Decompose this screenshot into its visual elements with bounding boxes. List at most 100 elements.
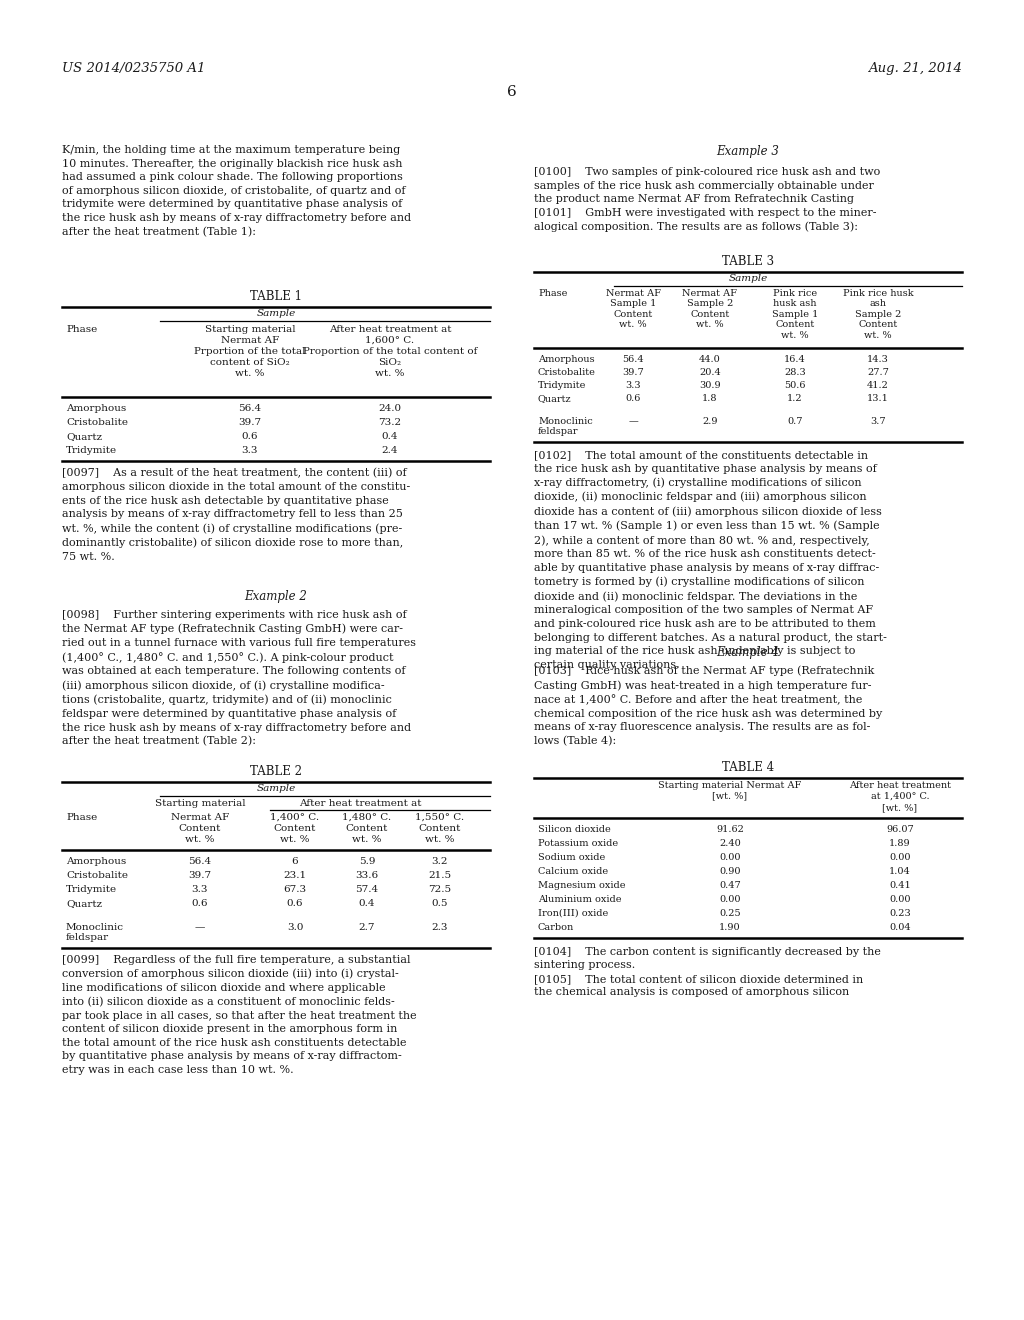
Text: 0.00: 0.00 <box>719 895 740 904</box>
Text: Starting material
Nermat AF
Prportion of the total
content of SiO₂
wt. %: Starting material Nermat AF Prportion of… <box>195 325 306 379</box>
Text: 1,480° C.
Content
wt. %: 1,480° C. Content wt. % <box>342 813 391 845</box>
Text: 1,400° C.
Content
wt. %: 1,400° C. Content wt. % <box>270 813 319 845</box>
Text: Aug. 21, 2014: Aug. 21, 2014 <box>868 62 962 75</box>
Text: 0.04: 0.04 <box>889 923 910 932</box>
Text: 0.6: 0.6 <box>287 899 303 908</box>
Text: 6: 6 <box>292 857 298 866</box>
Text: Amorphous: Amorphous <box>66 857 126 866</box>
Text: 39.7: 39.7 <box>239 418 261 426</box>
Text: 16.4: 16.4 <box>784 355 806 364</box>
Text: 41.2: 41.2 <box>867 381 889 389</box>
Text: Example 4: Example 4 <box>717 645 779 659</box>
Text: 1.89: 1.89 <box>889 838 910 847</box>
Text: Nermat AF
Sample 1
Content
wt. %: Nermat AF Sample 1 Content wt. % <box>605 289 660 329</box>
Text: TABLE 1: TABLE 1 <box>250 290 302 304</box>
Text: 3.7: 3.7 <box>870 417 886 426</box>
Text: 27.7: 27.7 <box>867 368 889 378</box>
Text: 1.8: 1.8 <box>702 393 718 403</box>
Text: 28.3: 28.3 <box>784 368 806 378</box>
Text: 50.6: 50.6 <box>784 381 806 389</box>
Text: 1,550° C.
Content
wt. %: 1,550° C. Content wt. % <box>416 813 465 845</box>
Text: Amorphous: Amorphous <box>538 355 595 364</box>
Text: Pink rice husk
ash
Sample 2
Content
wt. %: Pink rice husk ash Sample 2 Content wt. … <box>843 289 913 339</box>
Text: Potassium oxide: Potassium oxide <box>538 838 618 847</box>
Text: 0.23: 0.23 <box>889 908 911 917</box>
Text: 30.9: 30.9 <box>699 381 721 389</box>
Text: 13.1: 13.1 <box>867 393 889 403</box>
Text: 91.62: 91.62 <box>716 825 744 834</box>
Text: Nermat AF
Content
wt. %: Nermat AF Content wt. % <box>171 813 229 845</box>
Text: [0100]    Two samples of pink-coloured rice husk ash and two
samples of the rice: [0100] Two samples of pink-coloured rice… <box>534 168 881 232</box>
Text: [0103]    Rice husk ash of the Nermat AF type (Refratechnik
Casting GmbH) was he: [0103] Rice husk ash of the Nermat AF ty… <box>534 665 883 746</box>
Text: 96.07: 96.07 <box>886 825 913 834</box>
Text: 24.0: 24.0 <box>379 404 401 413</box>
Text: [0102]    The total amount of the constituents detectable in
the rice husk ash b: [0102] The total amount of the constitue… <box>534 450 887 669</box>
Text: [0104]    The carbon content is significantly decreased by the
sintering process: [0104] The carbon content is significant… <box>534 946 881 998</box>
Text: 0.6: 0.6 <box>191 899 208 908</box>
Text: 57.4: 57.4 <box>355 884 379 894</box>
Text: 1.2: 1.2 <box>787 393 803 403</box>
Text: Amorphous: Amorphous <box>66 404 126 413</box>
Text: Tridymite: Tridymite <box>66 884 117 894</box>
Text: 3.3: 3.3 <box>242 446 258 455</box>
Text: 0.6: 0.6 <box>626 393 641 403</box>
Text: 67.3: 67.3 <box>284 884 306 894</box>
Text: Phase: Phase <box>66 813 97 822</box>
Text: [0098]    Further sintering experiments with rice husk ash of
the Nermat AF type: [0098] Further sintering experiments wit… <box>62 610 416 747</box>
Text: Silicon dioxide: Silicon dioxide <box>538 825 610 834</box>
Text: K/min, the holding time at the maximum temperature being
10 minutes. Thereafter,: K/min, the holding time at the maximum t… <box>62 145 411 238</box>
Text: 0.00: 0.00 <box>889 895 910 904</box>
Text: 33.6: 33.6 <box>355 871 379 880</box>
Text: Calcium oxide: Calcium oxide <box>538 867 608 875</box>
Text: After heat treatment at
1,600° C.
Proportion of the total content of
SiO₂
wt. %: After heat treatment at 1,600° C. Propor… <box>303 325 477 379</box>
Text: Sample: Sample <box>256 784 296 793</box>
Text: 2.3: 2.3 <box>432 923 449 932</box>
Text: 14.3: 14.3 <box>867 355 889 364</box>
Text: 5.9: 5.9 <box>358 857 375 866</box>
Text: [0097]    As a result of the heat treatment, the content (iii) of
amorphous sili: [0097] As a result of the heat treatment… <box>62 469 411 561</box>
Text: Cristobalite: Cristobalite <box>66 418 128 426</box>
Text: 23.1: 23.1 <box>284 871 306 880</box>
Text: Carbon: Carbon <box>538 923 574 932</box>
Text: After heat treatment
at 1,400° C.
[wt. %]: After heat treatment at 1,400° C. [wt. %… <box>849 780 951 812</box>
Text: 0.41: 0.41 <box>889 880 911 890</box>
Text: 0.00: 0.00 <box>719 853 740 862</box>
Text: Sample: Sample <box>728 275 768 282</box>
Text: 1.90: 1.90 <box>719 923 740 932</box>
Text: Quartz: Quartz <box>66 899 102 908</box>
Text: Starting material Nermat AF
[wt. %]: Starting material Nermat AF [wt. %] <box>658 780 802 801</box>
Text: Monoclinic
feldspar: Monoclinic feldspar <box>66 923 124 942</box>
Text: 2.7: 2.7 <box>358 923 375 932</box>
Text: Starting material: Starting material <box>155 799 246 808</box>
Text: 21.5: 21.5 <box>428 871 452 880</box>
Text: Aluminium oxide: Aluminium oxide <box>538 895 622 904</box>
Text: Quartz: Quartz <box>538 393 571 403</box>
Text: Nermat AF
Sample 2
Content
wt. %: Nermat AF Sample 2 Content wt. % <box>683 289 737 329</box>
Text: Phase: Phase <box>538 289 567 298</box>
Text: 0.6: 0.6 <box>242 432 258 441</box>
Text: Sample: Sample <box>256 309 296 318</box>
Text: TABLE 3: TABLE 3 <box>722 255 774 268</box>
Text: 56.4: 56.4 <box>239 404 261 413</box>
Text: 0.25: 0.25 <box>719 908 740 917</box>
Text: 0.90: 0.90 <box>719 867 740 875</box>
Text: 0.00: 0.00 <box>889 853 910 862</box>
Text: 0.7: 0.7 <box>787 417 803 426</box>
Text: 56.4: 56.4 <box>623 355 644 364</box>
Text: Tridymite: Tridymite <box>66 446 117 455</box>
Text: Example 2: Example 2 <box>245 590 307 603</box>
Text: 2.9: 2.9 <box>702 417 718 426</box>
Text: 2.4: 2.4 <box>382 446 398 455</box>
Text: After heat treatment at: After heat treatment at <box>299 799 421 808</box>
Text: 0.4: 0.4 <box>382 432 398 441</box>
Text: US 2014/0235750 A1: US 2014/0235750 A1 <box>62 62 206 75</box>
Text: TABLE 2: TABLE 2 <box>250 766 302 777</box>
Text: TABLE 4: TABLE 4 <box>722 760 774 774</box>
Text: 3.2: 3.2 <box>432 857 449 866</box>
Text: 39.7: 39.7 <box>623 368 644 378</box>
Text: —: — <box>628 417 638 426</box>
Text: 3.3: 3.3 <box>626 381 641 389</box>
Text: Pink rice
husk ash
Sample 1
Content
wt. %: Pink rice husk ash Sample 1 Content wt. … <box>772 289 818 339</box>
Text: Magnesium oxide: Magnesium oxide <box>538 880 626 890</box>
Text: —: — <box>195 923 205 932</box>
